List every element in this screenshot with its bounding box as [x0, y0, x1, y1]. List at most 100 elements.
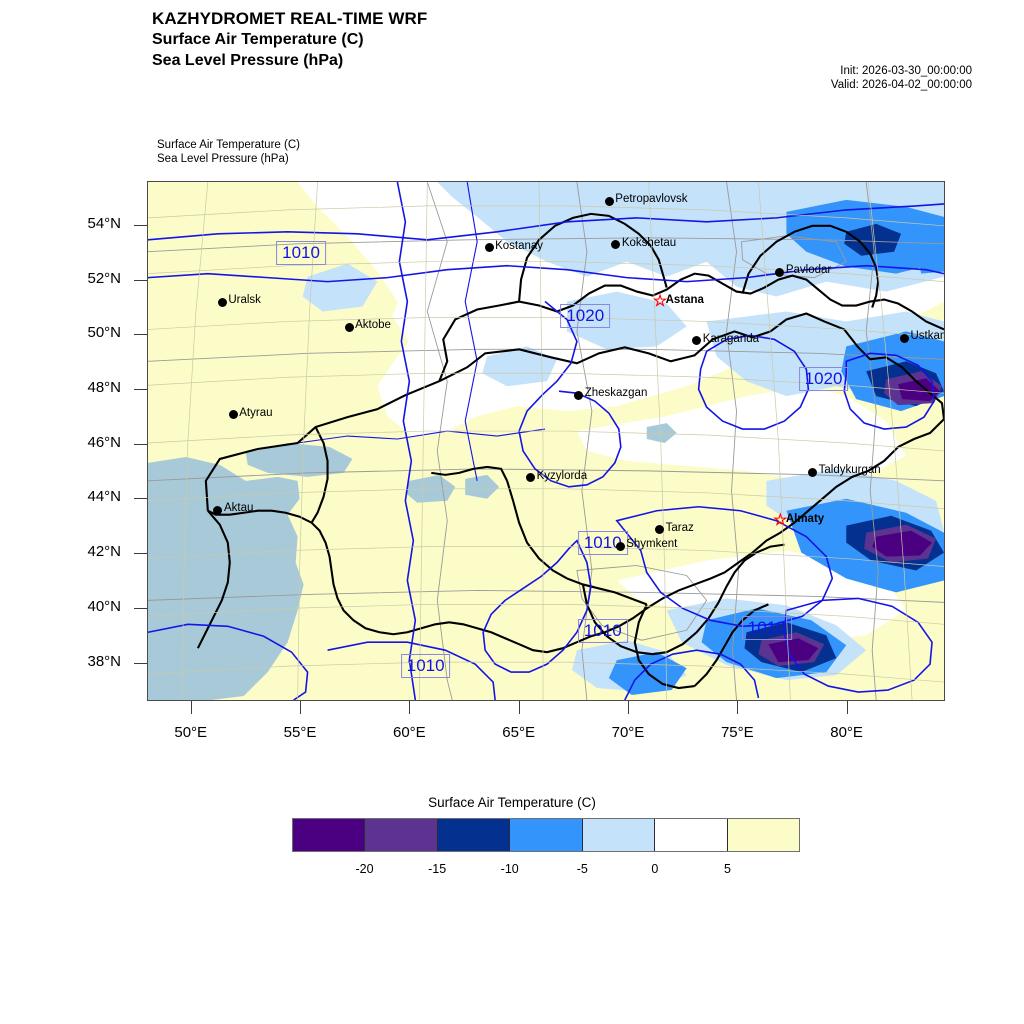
lat-tick-label: 50°N [87, 324, 121, 342]
title-block: KAZHYDROMET REAL-TIME WRF Surface Air Te… [152, 8, 427, 71]
city-label: Aktobe [355, 319, 391, 332]
colorbar-tick-label: -5 [576, 862, 588, 876]
city-dot-icon [604, 196, 614, 206]
colorbar-band [582, 819, 656, 851]
lat-tick-label: 38°N [87, 652, 121, 670]
lat-tick [134, 279, 147, 281]
panel-caption: Surface Air Temperature (C) Sea Level Pr… [157, 138, 300, 166]
lon-tick-label: 75°E [720, 724, 754, 741]
lon-tick-label: 60°E [392, 724, 426, 741]
lat-tick [134, 607, 147, 609]
lat-tick [134, 224, 147, 226]
city-label: Karaganda [702, 332, 760, 345]
city-label: Pavlodar [785, 264, 832, 277]
city-label: Shymkent [626, 538, 678, 550]
city-dot-icon [692, 336, 702, 346]
city-dot-icon [655, 525, 665, 535]
city-dot-icon [775, 267, 785, 277]
lat-tick-label: 46°N [87, 433, 121, 451]
city-label: Aktau [223, 502, 254, 515]
colorbar-band [365, 819, 438, 851]
lat-tick [134, 334, 147, 336]
lat-tick-label: 48°N [87, 379, 121, 396]
city-label: Taldykurgan [818, 464, 881, 477]
colorbar [292, 818, 800, 852]
city-dot-icon [217, 297, 227, 307]
isobar-label: 1020 [798, 367, 849, 392]
graticule [148, 182, 944, 700]
capital-star-icon: ☆ [652, 293, 668, 311]
init-timestamp: Init: 2026-03-30_00:00:00 [840, 65, 972, 77]
colorbar-tick-label: 5 [723, 862, 731, 876]
valid-timestamp: Valid: 2026-04-02_00:00:00 [830, 79, 972, 91]
city-label: Taraz [665, 521, 694, 534]
title-line-temperature: Surface Air Temperature (C) [152, 31, 364, 48]
lon-tick [190, 701, 192, 714]
colorbar-title: Surface Air Temperature (C) [428, 795, 596, 810]
isobar-label: 1010 [577, 618, 628, 643]
page-title: KAZHYDROMET REAL-TIME WRF [152, 9, 428, 28]
run-timestamps: Init: 2026-03-30_00:00:00 Valid: 2026-04… [831, 64, 972, 92]
title-line-pressure: Sea Level Pressure (hPa) [152, 52, 344, 69]
isobars [148, 182, 944, 700]
colorbar-band [510, 819, 583, 851]
lat-tick [134, 662, 147, 664]
map-plot-area: 1010 1020 1020 1010 1010 1010 1010 Petropavlov… [147, 181, 945, 701]
isobar-label: 1010 [577, 531, 628, 556]
city-dot-icon [899, 333, 909, 343]
city-label: Kokshetau [621, 236, 677, 249]
lon-tick-label: 80°E [830, 724, 863, 741]
colorbar-band [437, 819, 511, 851]
country-borders [196, 212, 944, 690]
city-label: Astana [665, 294, 704, 307]
city-dot-icon [574, 390, 584, 400]
city-label: Atyrau [239, 406, 273, 419]
panel-caption-temperature: Surface Air Temperature (C) [157, 139, 300, 151]
colorbar-tick-label: -10 [500, 862, 519, 876]
city-label: Uralsk [228, 294, 261, 307]
admin-boundaries [148, 182, 944, 700]
city-dot-icon [213, 505, 223, 515]
colorbar-band [293, 819, 366, 851]
city-dot-icon [526, 473, 536, 483]
colorbar-tick-label: -15 [428, 862, 447, 876]
isobar-label: 1010 [400, 654, 451, 679]
colorbar-tick-label: 0 [651, 862, 659, 876]
isobar-label: 1010 [276, 241, 326, 266]
city-label: Ustkamen [910, 330, 944, 342]
lon-tick [300, 701, 302, 714]
panel-caption-pressure: Sea Level Pressure (hPa) [157, 153, 289, 165]
lon-tick-label: 55°E [283, 724, 317, 741]
lon-tick-label: 50°E [174, 724, 208, 741]
lat-tick-label: 44°N [87, 488, 121, 506]
lat-tick [134, 389, 147, 390]
city-label: Kostanay [495, 239, 544, 252]
city-dot-icon [808, 467, 818, 477]
lon-tick [518, 701, 520, 714]
colorbar-tick-label: -20 [355, 862, 374, 876]
city-label: Zheskazgan [584, 387, 648, 400]
city-dot-icon [344, 322, 354, 332]
lat-tick-label: 54°N [87, 214, 121, 232]
lon-tick [627, 701, 629, 714]
city-dot-icon [615, 541, 625, 551]
water-bodies [148, 423, 677, 700]
city-dot-icon [611, 240, 621, 250]
capital-star-icon: ☆ [773, 512, 788, 530]
lat-tick [134, 443, 147, 445]
lon-tick [409, 701, 411, 714]
city-dot-icon [484, 243, 494, 253]
colorbar-band [655, 819, 728, 851]
city-label: Almaty [785, 513, 825, 526]
colorbar-band [727, 819, 799, 851]
city-label: Kyzylorda [536, 469, 588, 482]
lon-tick [737, 701, 739, 714]
isobar-label: 1020 [560, 304, 611, 329]
city-dot-icon [228, 410, 238, 420]
lat-tick-label: 42°N [87, 543, 121, 561]
lon-tick-label: 70°E [611, 724, 645, 741]
city-label: Petropavlovsk [615, 193, 688, 206]
lat-tick [134, 553, 147, 555]
lat-tick-label: 52°N [87, 269, 121, 287]
